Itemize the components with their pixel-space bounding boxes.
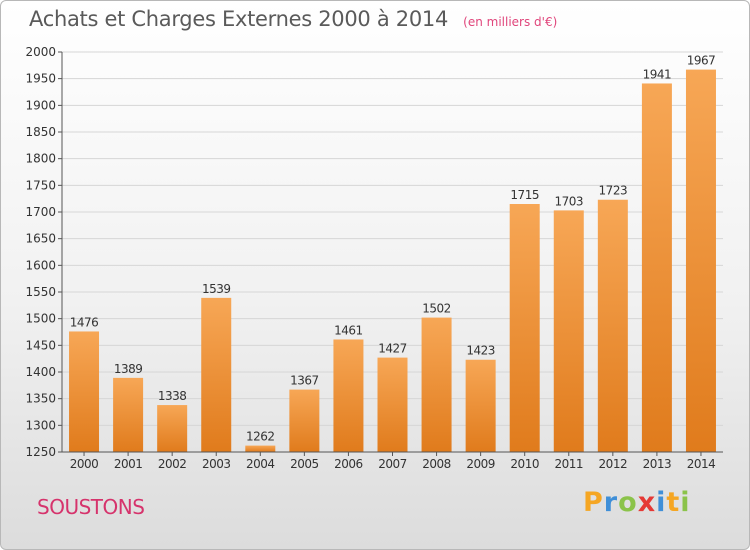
bar <box>597 199 628 452</box>
x-tick-label: 2014 <box>687 457 716 471</box>
bar-value-label: 1423 <box>466 344 495 358</box>
bar <box>333 339 364 452</box>
bar <box>157 405 188 452</box>
bar-value-label: 1941 <box>643 67 672 81</box>
bar-value-label: 1715 <box>510 188 539 202</box>
bar-value-label: 1539 <box>202 282 231 296</box>
bar <box>421 317 452 452</box>
bar-value-label: 1967 <box>687 54 716 68</box>
x-tick-label: 2003 <box>202 457 231 471</box>
place-name: SOUSTONS <box>37 495 145 519</box>
bar <box>201 297 232 452</box>
bar <box>377 357 408 452</box>
x-tick-label: 2000 <box>70 457 99 471</box>
brand-letter: t <box>666 487 681 518</box>
y-tick-label: 1500 <box>25 312 56 326</box>
brand-letter: i <box>656 487 667 518</box>
bar <box>685 69 716 452</box>
y-tick-label: 1450 <box>25 338 56 352</box>
bar <box>289 389 320 452</box>
y-tick-label: 1300 <box>25 418 56 432</box>
y-tick-label: 1950 <box>25 72 56 86</box>
title-row: Achats et Charges Externes 2000 à 2014 (… <box>29 7 557 31</box>
y-tick-label: 1700 <box>25 205 56 219</box>
chart-title: Achats et Charges Externes 2000 à 2014 <box>29 7 449 31</box>
y-tick-label: 1350 <box>25 392 56 406</box>
bar-value-label: 1262 <box>246 430 275 444</box>
bar <box>465 359 496 452</box>
bar <box>553 210 584 452</box>
x-tick-label: 2013 <box>643 457 672 471</box>
x-tick-label: 2004 <box>246 457 275 471</box>
bar-value-label: 1389 <box>114 362 143 376</box>
brand-letter: o <box>618 487 638 518</box>
bar <box>641 83 672 452</box>
x-tick-label: 2010 <box>510 457 539 471</box>
axis-layer: 1250 1300 1350 1400 1450 1500 1550 1600 1650 1700… <box>25 45 723 471</box>
y-tick-label: 1750 <box>25 178 56 192</box>
y-tick-label: 1650 <box>25 232 56 246</box>
bar <box>245 445 276 452</box>
bar-value-label: 1723 <box>599 184 628 198</box>
bar-value-label: 1461 <box>334 323 363 337</box>
y-tick-label: 1600 <box>25 258 56 272</box>
x-tick-label: 2012 <box>599 457 628 471</box>
bar <box>509 204 540 452</box>
x-tick-label: 2011 <box>554 457 583 471</box>
y-tick-label: 1800 <box>25 152 56 166</box>
bar-value-label: 1427 <box>378 342 407 356</box>
y-tick-label: 1400 <box>25 365 56 379</box>
x-tick-label: 2009 <box>466 457 495 471</box>
bar-value-label: 1476 <box>70 315 99 329</box>
brand-letter: P <box>583 487 604 518</box>
bar <box>113 377 144 452</box>
brand-letter: x <box>637 487 657 518</box>
x-tick-label: 2005 <box>290 457 319 471</box>
chart-unit: (en milliers d'€) <box>463 15 558 29</box>
x-tick-label: 2008 <box>422 457 451 471</box>
bar-value-label: 1367 <box>290 374 319 388</box>
brand-letter: r <box>603 487 619 518</box>
brand-logo: Proxiti <box>583 487 691 518</box>
bar-layer: 1476 1389 1338 1539 1262 1367 1461 1427 1502 1423… <box>69 54 716 452</box>
bar-value-label: 1338 <box>158 389 187 403</box>
brand-letter: i <box>680 487 691 518</box>
bar-value-label: 1703 <box>554 194 583 208</box>
y-tick-label: 1550 <box>25 285 56 299</box>
y-tick-label: 2000 <box>25 45 56 59</box>
x-tick-label: 2007 <box>378 457 407 471</box>
y-tick-label: 1900 <box>25 98 56 112</box>
y-tick-label: 1850 <box>25 125 56 139</box>
x-tick-label: 2001 <box>114 457 143 471</box>
bar-value-label: 1502 <box>422 302 451 316</box>
x-tick-label: 2002 <box>158 457 187 471</box>
y-tick-label: 1250 <box>25 445 56 459</box>
x-tick-label: 2006 <box>334 457 363 471</box>
bar <box>69 331 100 452</box>
